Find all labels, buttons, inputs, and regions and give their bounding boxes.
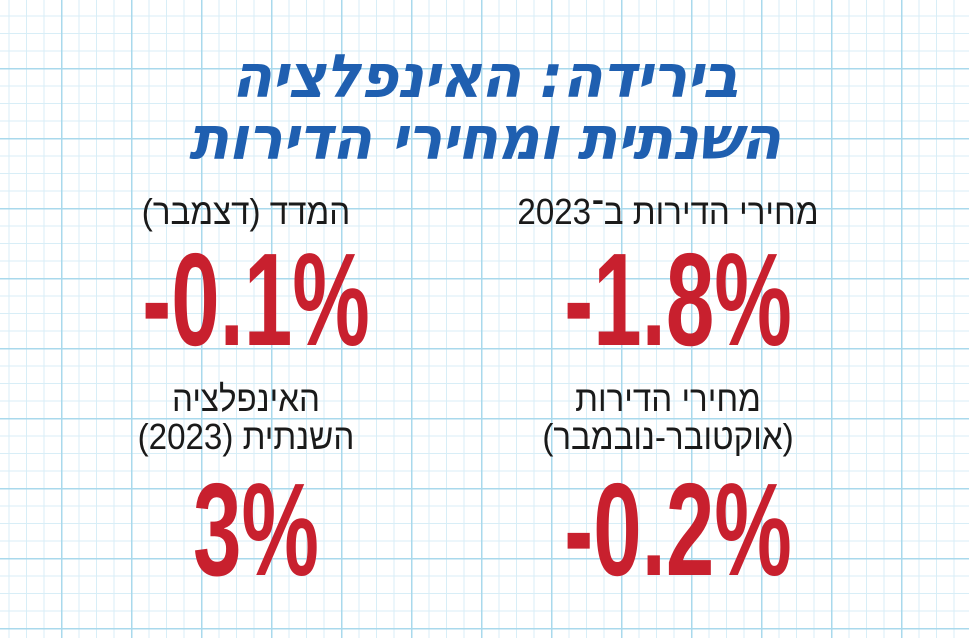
housing-2023-value: -1.8% <box>564 226 792 373</box>
annual-inflation-label-line-2: השנתית (2023) <box>137 416 355 457</box>
housing-2023-label: מחירי הדירות ב־2023 <box>517 191 819 232</box>
annual-inflation-value: 3% <box>193 456 319 603</box>
index-december-label: המדד (דצמבר) <box>141 191 351 232</box>
housing-oct-nov-label-line-1: מחירי הדירות <box>575 378 761 419</box>
housing-oct-nov-label-line-2: (אוקטובר-נובמבר) <box>542 416 794 457</box>
headline-line-1: בירידה: האינפלציה <box>231 42 739 112</box>
housing-oct-nov-value: -0.2% <box>564 456 792 603</box>
annual-inflation-label-line-1: האינפלציה <box>171 378 321 419</box>
index-december-value: -0.1% <box>142 226 370 373</box>
headline-line-2: השנתית ומחירי הדירות <box>188 104 781 174</box>
